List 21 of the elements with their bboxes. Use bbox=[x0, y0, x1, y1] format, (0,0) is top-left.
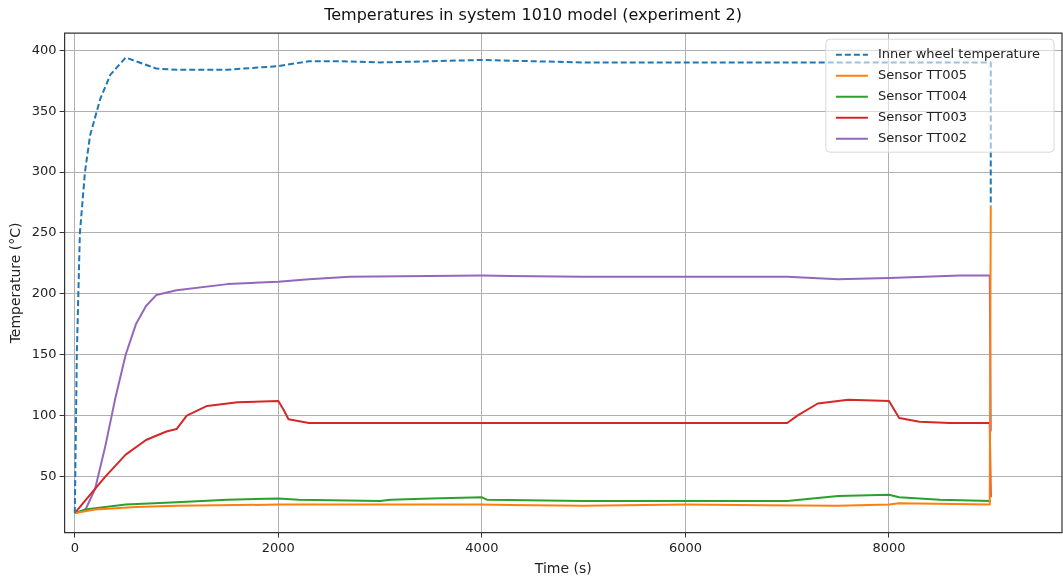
y-tick-label: 300 bbox=[31, 163, 57, 179]
x-tick-label: 8000 bbox=[872, 539, 906, 555]
x-axis-title: Time (s) bbox=[533, 560, 592, 577]
x-tick-label: 6000 bbox=[668, 539, 702, 555]
legend-label: Sensor TT002 bbox=[877, 130, 968, 146]
y-tick-label: 250 bbox=[31, 224, 57, 240]
y-tick-label: 100 bbox=[31, 407, 57, 423]
legend-label: Sensor TT003 bbox=[877, 109, 968, 125]
x-tick-label: 2000 bbox=[261, 539, 295, 555]
chart-title: Temperatures in system 1010 model (experiment 2) bbox=[323, 4, 742, 24]
y-tick-label: 400 bbox=[31, 41, 57, 57]
legend-label: Inner wheel temperature bbox=[877, 46, 1041, 62]
x-tick-label: 4000 bbox=[465, 539, 499, 555]
y-tick-label: 150 bbox=[31, 346, 57, 362]
y-tick-label: 350 bbox=[31, 102, 57, 118]
legend-label: Sensor TT004 bbox=[877, 88, 968, 104]
y-tick-label: 200 bbox=[31, 285, 57, 301]
legend-label: Sensor TT005 bbox=[877, 67, 968, 83]
x-tick-label: 0 bbox=[70, 539, 79, 555]
y-tick-label: 50 bbox=[40, 467, 57, 483]
y-axis-title: Temperature (°C) bbox=[7, 222, 24, 345]
